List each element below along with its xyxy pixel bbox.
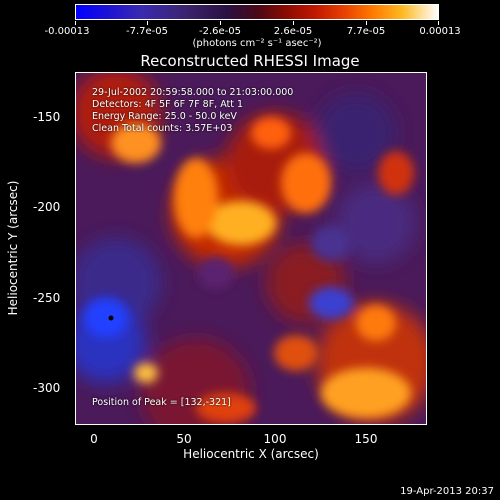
colorbar-label: -0.00013 [44, 26, 90, 37]
colorbar-tick [147, 21, 148, 25]
timestamp: 19-Apr-2013 20:37 [400, 486, 494, 497]
x-tick-label: 50 [176, 432, 192, 446]
annotation-time-range: 29-Jul-2002 20:59:58.000 to 21:03:00.000 [92, 87, 294, 98]
colorbar-label: 2.6e-05 [273, 26, 313, 37]
y-tick-label: -250 [33, 291, 61, 305]
x-tick-label: 100 [263, 432, 287, 446]
colorbar [75, 4, 439, 20]
y-tick-label: -200 [33, 200, 61, 214]
colorbar-label: 0.00013 [419, 26, 461, 37]
colorbar-tick [293, 21, 294, 25]
y-tick-label: -300 [33, 381, 61, 395]
image-panel: 29-Jul-2002 20:59:58.000 to 21:03:00.000… [75, 72, 427, 425]
annotation-energy: Energy Range: 25.0 - 50.0 keV [92, 111, 237, 122]
y-tick-label: -150 [33, 110, 61, 124]
plot-title: Reconstructed RHESSI Image [140, 52, 360, 70]
colorbar-tick [438, 21, 439, 25]
colorbar-units: (photons cm⁻² s⁻¹ asec⁻²) [192, 38, 322, 49]
annotation-peak: Position of Peak = [132,-321] [92, 397, 231, 408]
colorbar-tick [220, 21, 221, 25]
colorbar-tick [75, 21, 76, 25]
colorbar-label: -7.7e-05 [126, 26, 168, 37]
colorbar-label: 7.7e-05 [346, 26, 386, 37]
annotation-clean: Clean Total counts: 3.57E+03 [92, 123, 233, 134]
y-axis-label: Heliocentric Y (arcsec) [6, 180, 20, 316]
annotation-detectors: Detectors: 4F 5F 6F 7F 8F, Att 1 [92, 99, 244, 110]
colorbar-tick [366, 21, 367, 25]
colorbar-label: -2.6e-05 [199, 26, 241, 37]
rhessi-image [76, 73, 426, 424]
x-tick-label: 0 [90, 432, 98, 446]
x-axis-label: Heliocentric X (arcsec) [183, 447, 319, 461]
x-tick-label: 150 [354, 432, 378, 446]
